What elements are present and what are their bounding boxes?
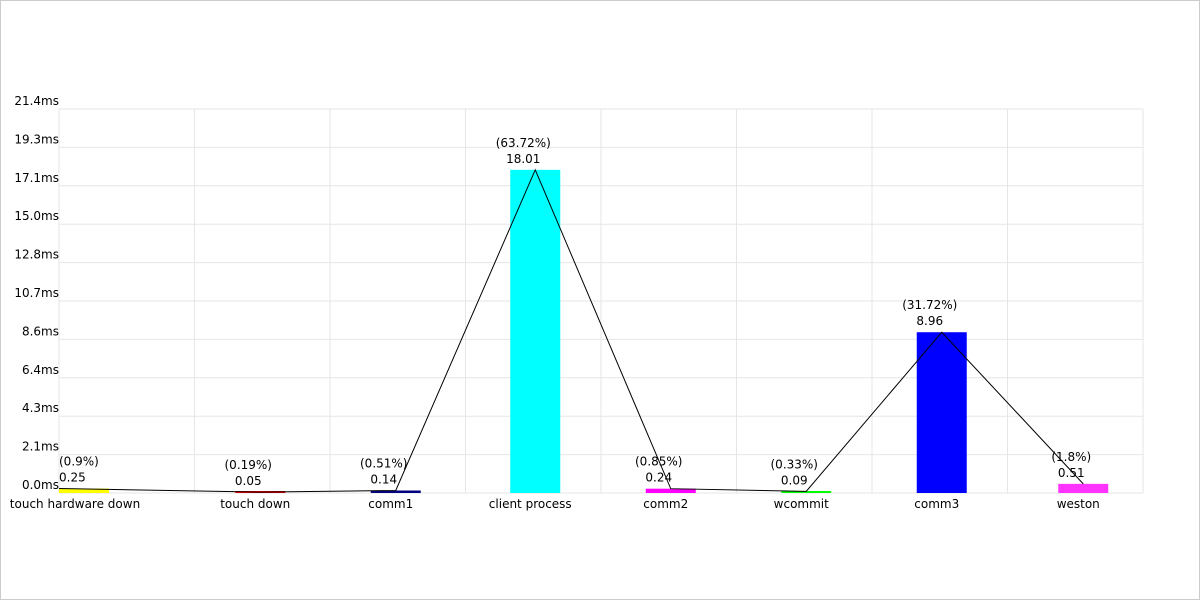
value-label: 8.96 xyxy=(916,314,943,328)
bar-wcommit xyxy=(781,491,832,493)
percent-label: (31.72%) xyxy=(902,298,957,312)
category-label: comm1 xyxy=(368,497,413,511)
value-label: 0.51 xyxy=(1058,466,1085,480)
bar-client-process xyxy=(510,169,561,494)
percent-label: (1.8%) xyxy=(1051,450,1091,464)
value-label: 0.24 xyxy=(645,471,672,485)
percent-label: (0.51%) xyxy=(360,456,407,470)
y-tick-label: 21.4ms xyxy=(14,94,59,108)
y-tick-label: 17.1ms xyxy=(14,171,59,185)
category-label: touch hardware down xyxy=(10,497,140,511)
bar-comm3 xyxy=(916,332,967,493)
value-label: 18.01 xyxy=(506,152,540,166)
category-label: weston xyxy=(1057,497,1100,511)
percent-label: (0.9%) xyxy=(59,455,99,469)
y-tick-label: 15.0ms xyxy=(14,209,59,223)
value-label: 0.25 xyxy=(59,471,86,485)
y-tick-label: 8.6ms xyxy=(22,324,59,338)
y-tick-label: 4.3ms xyxy=(22,401,59,415)
bar-touch-hardware-down xyxy=(59,488,109,493)
y-tick-label: 0.0ms xyxy=(22,478,59,492)
y-tick-label: 12.8ms xyxy=(14,248,59,262)
y-tick-label: 19.3ms xyxy=(14,132,59,146)
bar-weston xyxy=(1058,483,1109,493)
percent-label: (0.85%) xyxy=(635,455,682,469)
category-label: wcommit xyxy=(774,497,829,511)
value-label: 0.05 xyxy=(235,474,262,488)
y-tick-label: 10.7ms xyxy=(14,286,59,300)
bar-comm2 xyxy=(645,488,696,493)
category-label: touch down xyxy=(220,497,290,511)
bar-comm1 xyxy=(370,490,421,493)
value-label: 0.09 xyxy=(781,473,808,487)
category-label: comm2 xyxy=(643,497,688,511)
y-tick-label: 6.4ms xyxy=(22,363,59,377)
percent-label: (0.19%) xyxy=(225,458,272,472)
category-label: client process xyxy=(489,497,572,511)
value-label: 0.14 xyxy=(370,472,397,486)
category-label: comm3 xyxy=(914,497,959,511)
y-tick-label: 2.1ms xyxy=(22,440,59,454)
trend-line xyxy=(58,168,1084,493)
percent-label: (0.33%) xyxy=(771,457,818,471)
percent-label: (63.72%) xyxy=(496,136,551,150)
